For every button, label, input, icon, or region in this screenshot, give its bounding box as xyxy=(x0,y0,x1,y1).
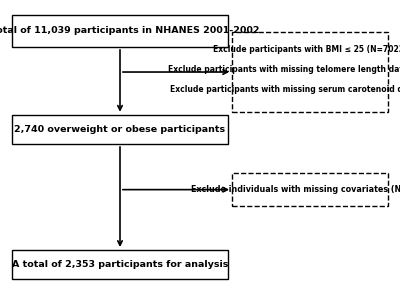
Text: Exclude participants with missing telomere length data (N=1253): Exclude participants with missing telome… xyxy=(168,65,400,74)
Text: 2,740 overweight or obese participants: 2,740 overweight or obese participants xyxy=(14,125,226,134)
FancyBboxPatch shape xyxy=(12,250,228,279)
FancyBboxPatch shape xyxy=(12,15,228,47)
Text: Exclude participants with BMI ≤ 25 (N=7023): Exclude participants with BMI ≤ 25 (N=70… xyxy=(213,45,400,54)
Text: Exclude individuals with missing covariates (N=387): Exclude individuals with missing covaria… xyxy=(191,185,400,194)
FancyBboxPatch shape xyxy=(12,115,228,144)
Text: A total of 11,039 participants in NHANES 2001-2002: A total of 11,039 participants in NHANES… xyxy=(0,26,259,35)
FancyBboxPatch shape xyxy=(232,173,388,206)
Text: Exclude participants with missing serum carotenoid data (N=23): Exclude participants with missing serum … xyxy=(170,85,400,94)
Text: A total of 2,353 participants for analysis: A total of 2,353 participants for analys… xyxy=(12,260,228,269)
FancyBboxPatch shape xyxy=(232,32,388,112)
